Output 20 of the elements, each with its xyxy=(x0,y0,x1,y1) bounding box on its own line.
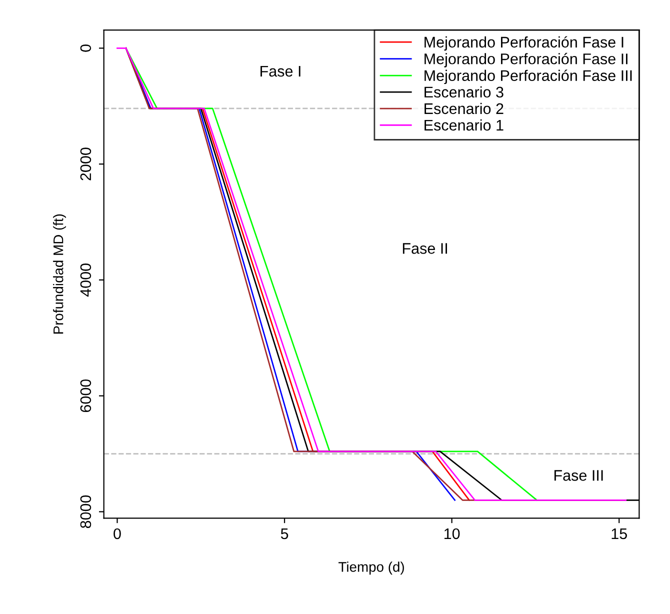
legend-label: Mejorando Perforación Fase I xyxy=(424,36,624,51)
legend-label: Mejorando Perforación Fase II xyxy=(424,52,628,68)
y-tick-label: 4000 xyxy=(80,264,92,297)
annotation: Fase II xyxy=(402,243,447,254)
legend-label: Escenario 1 xyxy=(424,119,504,131)
legend-label: Escenario 2 xyxy=(424,102,504,114)
y-tick-label: 8000 xyxy=(80,495,92,528)
x-tick-label: 10 xyxy=(444,528,460,540)
y-tick-label: 6000 xyxy=(80,379,92,412)
x-tick-label: 15 xyxy=(612,528,627,540)
x-tick-label: 5 xyxy=(280,528,288,540)
annotation: Fase I xyxy=(260,66,300,77)
x-axis-title: Tiempo (d) xyxy=(338,562,404,575)
y-axis-title: Profundidad MD (ft) xyxy=(53,214,66,334)
y-tick-label: 0 xyxy=(80,44,92,52)
x-tick-label: 0 xyxy=(114,528,121,540)
legend-label: Escenario 3 xyxy=(424,86,504,98)
annotation: Fase III xyxy=(554,470,603,481)
y-tick-label: 2000 xyxy=(80,148,92,180)
legend-label: Mejorando Perforación Fase III xyxy=(424,70,632,84)
